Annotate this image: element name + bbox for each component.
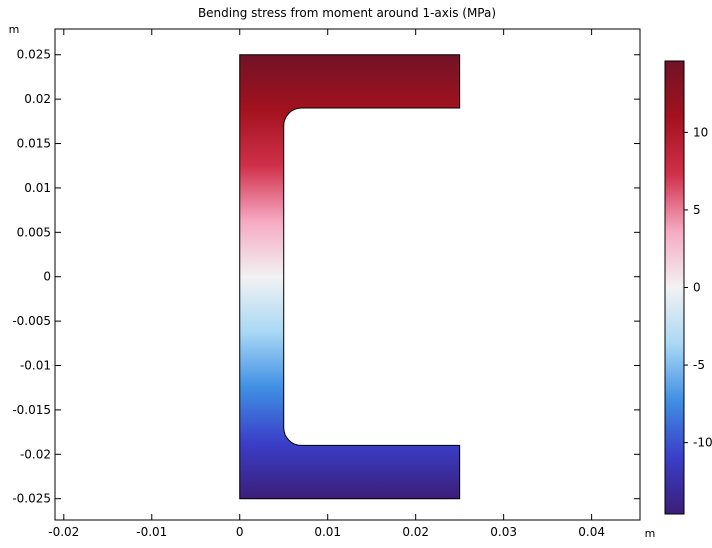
colorbar-tick-label: 10	[693, 125, 708, 139]
y-tick-label: -0.015	[12, 403, 51, 417]
x-tick-label: 0.03	[490, 525, 517, 539]
chart-title: Bending stress from moment around 1-axis…	[198, 6, 496, 20]
x-tick-label: -0.01	[136, 525, 167, 539]
x-tick-label: 0.01	[314, 525, 341, 539]
y-tick-label: 0	[43, 270, 51, 284]
colorbar: 10 5 0 -5 -10	[664, 60, 712, 515]
y-axis-unit-label: m	[9, 23, 20, 36]
y-tick-label: -0.025	[12, 492, 51, 506]
x-tick-label: 0	[236, 525, 244, 539]
x-axis-unit-label: m	[645, 527, 656, 540]
x-axis: -0.02 -0.01 0 0.01 0.02 0.03 0.04	[48, 29, 605, 539]
cross-section-layer	[239, 54, 461, 500]
x-tick-label: 0.04	[578, 525, 605, 539]
colorbar-tick-label: 5	[693, 203, 701, 217]
y-tick-label: -0.01	[20, 359, 51, 373]
x-tick-label: 0.02	[402, 525, 429, 539]
y-tick-label: 0.025	[17, 48, 51, 62]
y-tick-label: -0.02	[20, 447, 51, 461]
y-axis: 0.025 0.02 0.015 0.01 0.005 0 -0.005 -0.01 -0.01…	[12, 48, 640, 506]
y-tick-label: 0.005	[17, 225, 51, 239]
colorbar-tick-label: -5	[693, 358, 705, 372]
y-tick-label: 0.015	[17, 137, 51, 151]
y-tick-label: -0.005	[12, 314, 51, 328]
y-tick-label: 0.01	[24, 181, 51, 195]
plot-frame	[54, 28, 641, 521]
c-channel-cross-section	[239, 54, 461, 500]
x-tick-label: -0.02	[48, 525, 79, 539]
y-tick-label: 0.02	[24, 92, 51, 106]
colorbar-tick-label: -10	[693, 436, 712, 450]
colorbar-gradient	[664, 60, 685, 515]
colorbar-tick-label: 0	[693, 281, 701, 295]
